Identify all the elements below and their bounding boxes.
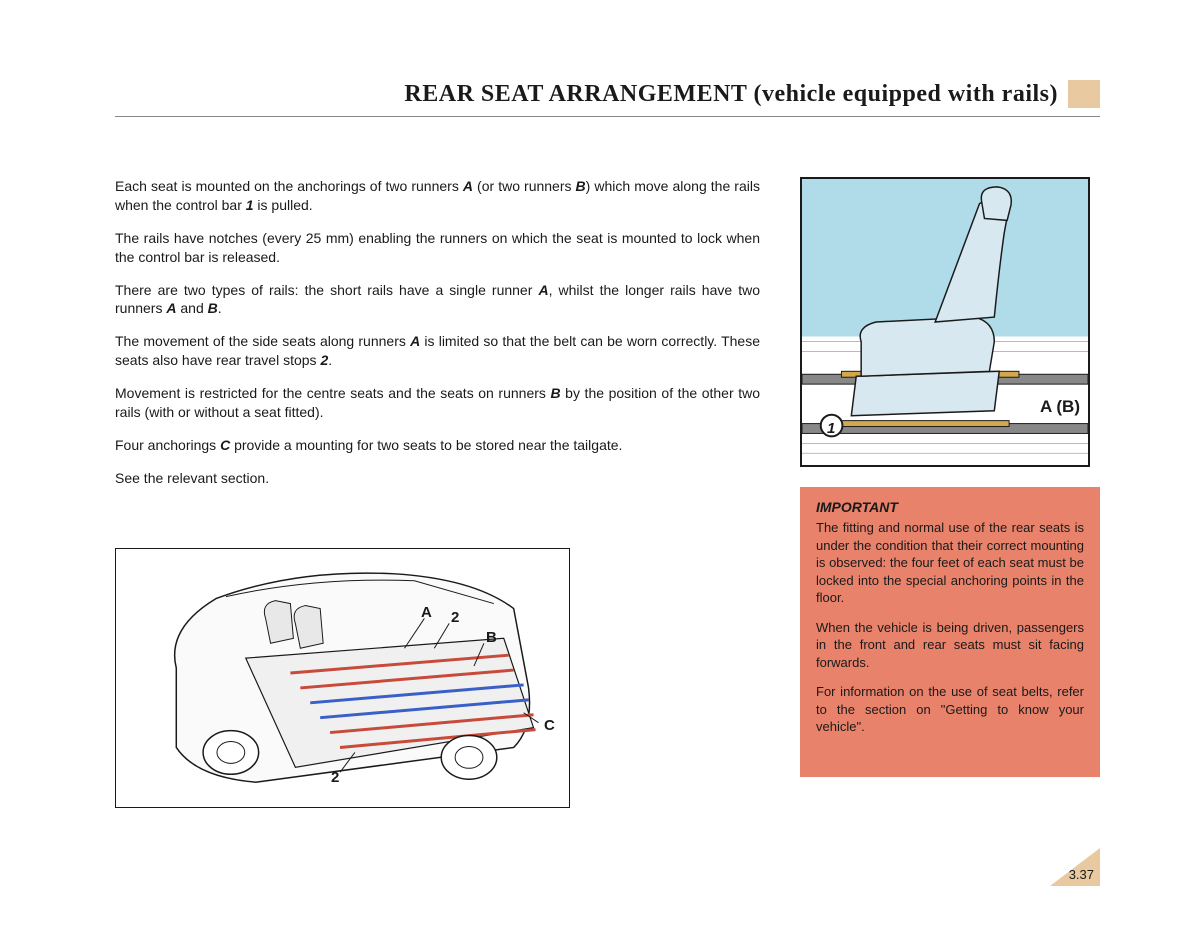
paragraph-1: Each seat is mounted on the anchorings o…	[115, 177, 760, 215]
important-box: IMPORTANT The fitting and normal use of …	[800, 487, 1100, 777]
label-2a: 2	[451, 609, 459, 626]
label-C: C	[544, 717, 555, 734]
page-number-corner: 3.37	[1040, 846, 1100, 886]
important-p3: For information on the use of seat belts…	[816, 683, 1084, 736]
label-A: A	[421, 604, 432, 621]
label-B: B	[486, 629, 497, 646]
seat-rail-diagram: 1 A (B)	[800, 177, 1090, 467]
paragraph-3: There are two types of rails: the short …	[115, 281, 760, 319]
paragraph-7: See the relevant section.	[115, 469, 760, 488]
important-p2: When the vehicle is being driven, passen…	[816, 619, 1084, 672]
paragraph-5: Movement is restricted for the centre se…	[115, 384, 760, 422]
title-divider	[115, 116, 1100, 117]
paragraph-4: The movement of the side seats along run…	[115, 332, 760, 370]
page-title: REAR SEAT ARRANGEMENT (vehicle equipped …	[404, 81, 1068, 108]
title-bar: REAR SEAT ARRANGEMENT (vehicle equipped …	[115, 80, 1100, 108]
label-1: 1	[827, 420, 835, 437]
paragraph-2: The rails have notches (every 25 mm) ena…	[115, 229, 760, 267]
title-tab	[1068, 80, 1100, 108]
label-AB: A (B)	[1040, 397, 1080, 417]
vehicle-diagram: A 2 B C 2	[115, 548, 570, 808]
seat-on-rails-icon	[802, 179, 1088, 465]
important-title: IMPORTANT	[816, 499, 1084, 515]
vehicle-cutaway-icon	[116, 549, 569, 807]
body-text: Each seat is mounted on the anchorings o…	[115, 177, 760, 488]
page-number: 3.37	[1069, 867, 1094, 882]
label-2b: 2	[331, 769, 339, 786]
paragraph-6: Four anchorings C provide a mounting for…	[115, 436, 760, 455]
important-p1: The fitting and normal use of the rear s…	[816, 519, 1084, 607]
